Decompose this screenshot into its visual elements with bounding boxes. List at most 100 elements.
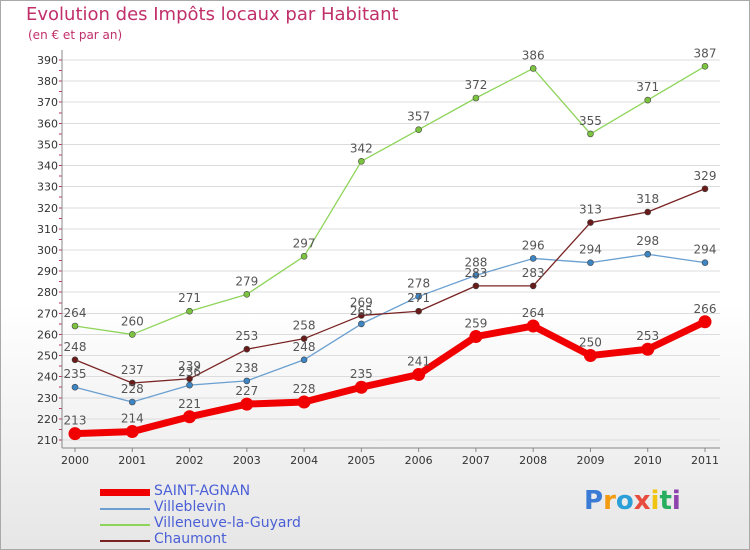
data-label-saint-agnan: 250: [579, 336, 602, 350]
logo-letter: i: [650, 486, 660, 516]
point-villeblevin: [415, 293, 422, 300]
data-label-chaumont: 313: [579, 203, 602, 217]
point-chaumont: [415, 307, 422, 315]
y-tick-label: 220: [37, 413, 58, 426]
data-label-villeblevin: 248: [293, 340, 316, 354]
x-tick-label: 2002: [176, 454, 204, 467]
y-tick-label: 380: [37, 75, 58, 88]
data-label-villeblevin: 235: [64, 367, 87, 381]
point-villeneuve-la-guyard: [358, 158, 365, 165]
y-tick-label: 350: [37, 138, 58, 151]
x-tick-label: 2005: [347, 454, 375, 467]
logo-letter: x: [633, 486, 651, 516]
logo-letter: o: [615, 486, 634, 516]
point-villeblevin: [587, 259, 594, 266]
x-tick-label: 2006: [405, 454, 433, 467]
y-tick-label: 310: [37, 223, 58, 236]
x-tick-label: 2010: [634, 454, 662, 467]
y-tick-label: 390: [37, 54, 58, 67]
series-line-chaumont: [74, 188, 706, 384]
x-tick-label: 2000: [61, 454, 89, 467]
legend-label: SAINT-AGNAN: [154, 483, 251, 499]
point-chaumont: [529, 282, 537, 290]
point-villeneuve-la-guyard: [644, 96, 652, 104]
y-tick-label: 370: [37, 96, 58, 109]
data-label-villeneuve-la-guyard: 386: [522, 48, 545, 62]
point-saint-agnan: [68, 427, 82, 441]
point-villeneuve-la-guyard: [128, 331, 136, 338]
data-label-saint-agnan: 235: [350, 367, 373, 381]
x-tick-label: 2008: [519, 454, 547, 467]
data-label-saint-agnan: 241: [407, 355, 430, 369]
point-chaumont: [71, 356, 79, 364]
y-tick-label: 250: [37, 350, 58, 363]
data-label-villeblevin: 294: [694, 243, 717, 257]
point-saint-agnan: [583, 349, 597, 363]
point-chaumont: [644, 208, 652, 216]
data-label-saint-agnan: 259: [464, 317, 487, 331]
point-villeblevin: [529, 255, 537, 262]
data-label-saint-agnan: 213: [64, 414, 87, 428]
point-villeneuve-la-guyard: [243, 291, 251, 298]
data-label-chaumont: 239: [178, 359, 201, 373]
point-villeblevin: [472, 272, 480, 279]
point-villeneuve-la-guyard: [186, 307, 193, 315]
y-tick-label: 230: [37, 392, 58, 405]
y-tick-label: 300: [37, 244, 58, 257]
logo-letter: P: [584, 486, 604, 516]
point-chaumont: [701, 185, 709, 193]
x-tick-label: 2004: [290, 454, 318, 467]
y-tick-label: 330: [37, 181, 58, 194]
point-chaumont: [472, 282, 480, 290]
data-label-villeneuve-la-guyard: 264: [64, 306, 87, 320]
point-villeneuve-la-guyard: [529, 65, 537, 72]
data-label-villeneuve-la-guyard: 372: [464, 78, 487, 92]
data-label-villeblevin: 288: [464, 255, 487, 269]
y-tick-label: 270: [37, 307, 58, 320]
point-villeblevin: [701, 259, 709, 266]
point-villeneuve-la-guyard: [415, 126, 422, 133]
data-label-chaumont: 329: [694, 169, 717, 183]
data-label-villeneuve-la-guyard: 260: [121, 314, 144, 328]
y-tick-label: 240: [37, 371, 58, 384]
data-label-chaumont: 237: [121, 363, 144, 377]
point-villeblevin: [186, 381, 193, 389]
point-saint-agnan: [412, 368, 426, 382]
x-tick-label: 2003: [233, 454, 261, 467]
point-saint-agnan: [641, 342, 655, 356]
point-chaumont: [358, 312, 365, 319]
y-tick-label: 360: [37, 117, 58, 130]
data-label-chaumont: 318: [636, 192, 659, 206]
data-label-villeblevin: 265: [350, 304, 373, 318]
data-label-villeneuve-la-guyard: 371: [636, 80, 659, 94]
data-label-chaumont: 248: [64, 340, 87, 354]
data-label-villeneuve-la-guyard: 297: [293, 236, 316, 250]
point-saint-agnan: [698, 315, 712, 329]
data-label-chaumont: 269: [350, 295, 373, 309]
point-villeneuve-la-guyard: [701, 63, 709, 70]
data-label-saint-agnan: 214: [121, 412, 144, 426]
data-label-saint-agnan: 227: [235, 384, 258, 398]
legend-swatch: [100, 489, 150, 496]
data-label-chaumont: 271: [407, 291, 430, 305]
axes: [59, 50, 720, 452]
logo-letter: r: [603, 486, 616, 516]
legend-swatch: [100, 524, 150, 526]
proxiti-logo: Proxiti: [584, 486, 681, 516]
point-villeblevin: [358, 320, 365, 328]
data-label-villeblevin: 228: [121, 382, 144, 396]
y-tick-label: 340: [37, 160, 58, 173]
x-tick-label: 2001: [118, 454, 146, 467]
point-saint-agnan: [526, 319, 540, 333]
point-saint-agnan: [469, 330, 483, 344]
y-tick-label: 210: [37, 434, 58, 447]
data-label-saint-agnan: 228: [293, 382, 316, 396]
data-label-villeblevin: 236: [178, 365, 201, 379]
data-labels: 264 260 271 279 297 342 357 372 386 355 371 387 235 2…: [64, 46, 717, 427]
data-label-villeblevin: 298: [636, 234, 659, 248]
x-tick-label: 2009: [576, 454, 604, 467]
series-line-villeneuve-la-guyard: [74, 65, 706, 336]
point-villeblevin: [243, 377, 251, 385]
data-label-chaumont: 283: [522, 266, 545, 280]
